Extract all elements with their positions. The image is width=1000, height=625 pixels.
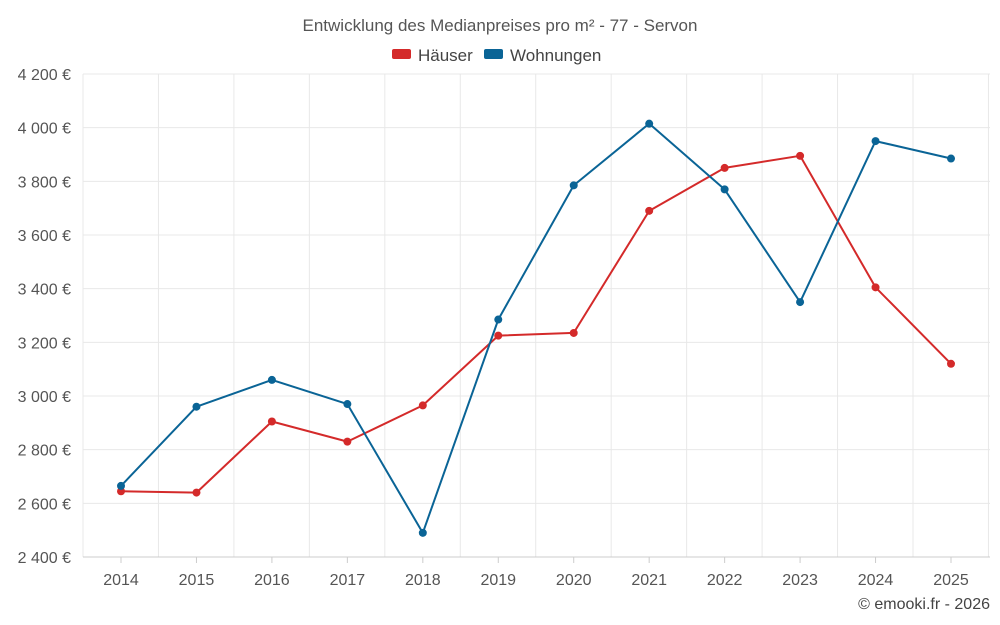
- data-point-haeuser[interactable]: [871, 283, 880, 292]
- y-tick-label: 3 400 €: [18, 282, 71, 299]
- legend-swatch-haeuser: [392, 49, 411, 59]
- y-tick-label: 2 400 €: [18, 550, 71, 567]
- data-point-wohnungen[interactable]: [418, 528, 427, 537]
- data-point-haeuser[interactable]: [267, 417, 276, 426]
- x-tick-label: 2023: [782, 572, 818, 589]
- data-point-wohnungen[interactable]: [343, 400, 352, 409]
- data-point-haeuser[interactable]: [343, 437, 352, 446]
- x-tick-label: 2025: [933, 572, 969, 589]
- y-tick-label: 3 800 €: [18, 174, 71, 191]
- grid: [82, 73, 990, 557]
- legend-label-wohnungen: Wohnungen: [510, 46, 601, 65]
- data-point-haeuser[interactable]: [569, 328, 578, 337]
- legend-item-wohnungen[interactable]: Wohnungen: [484, 46, 601, 65]
- x-tick-label: 2019: [480, 572, 516, 589]
- x-tick-label: 2017: [330, 572, 366, 589]
- data-point-wohnungen[interactable]: [947, 154, 955, 163]
- x-tick-label: 2020: [556, 572, 592, 589]
- legend-label-haeuser: Häuser: [418, 46, 473, 65]
- y-tick-label: 4 200 €: [18, 67, 71, 84]
- x-tick-label: 2022: [707, 572, 743, 589]
- y-tick-label: 3 200 €: [18, 335, 71, 352]
- data-point-wohnungen[interactable]: [796, 298, 805, 307]
- axes: 2 400 € 2 600 € 2 800 € 3 000 € 3 200 € 3 400…: [18, 67, 990, 589]
- series-line-haeuser: [120, 154, 952, 494]
- y-tick-label: 3 600 €: [18, 228, 71, 245]
- data-point-wohnungen[interactable]: [192, 402, 201, 411]
- legend-swatch-wohnungen: [484, 49, 503, 59]
- data-point-haeuser[interactable]: [947, 359, 955, 368]
- x-tick-label: 2014: [103, 572, 139, 589]
- x-tick-label: 2016: [254, 572, 290, 589]
- x-tick-label: 2018: [405, 572, 441, 589]
- data-point-haeuser[interactable]: [645, 206, 654, 215]
- y-tick-label: 4 000 €: [18, 121, 71, 138]
- data-point-wohnungen[interactable]: [569, 181, 578, 190]
- series-line-wohnungen: [120, 122, 952, 534]
- data-point-wohnungen[interactable]: [267, 375, 276, 384]
- credit-text: © emooki.fr - 2026: [858, 596, 990, 613]
- chart-title: Entwicklung des Medianpreises pro m² - 7…: [303, 16, 698, 35]
- data-point-wohnungen[interactable]: [494, 315, 503, 324]
- data-point-haeuser[interactable]: [192, 488, 201, 497]
- x-tick-label: 2021: [631, 572, 667, 589]
- data-point-haeuser[interactable]: [796, 151, 805, 160]
- data-point-wohnungen[interactable]: [720, 185, 729, 194]
- data-point-wohnungen[interactable]: [117, 481, 125, 490]
- y-tick-label: 3 000 €: [18, 389, 71, 406]
- x-tick-label: 2015: [179, 572, 215, 589]
- y-tick-label: 2 600 €: [18, 496, 71, 513]
- data-point-wohnungen[interactable]: [871, 137, 880, 146]
- data-point-haeuser[interactable]: [494, 331, 503, 340]
- y-tick-label: 2 800 €: [18, 443, 71, 460]
- x-tick-label: 2024: [858, 572, 894, 589]
- legend: Häuser Wohnungen: [392, 46, 601, 65]
- data-point-wohnungen[interactable]: [645, 119, 654, 128]
- series: [117, 119, 955, 537]
- legend-item-haeuser[interactable]: Häuser: [392, 46, 473, 65]
- data-point-haeuser[interactable]: [720, 163, 729, 172]
- data-point-haeuser[interactable]: [418, 401, 427, 410]
